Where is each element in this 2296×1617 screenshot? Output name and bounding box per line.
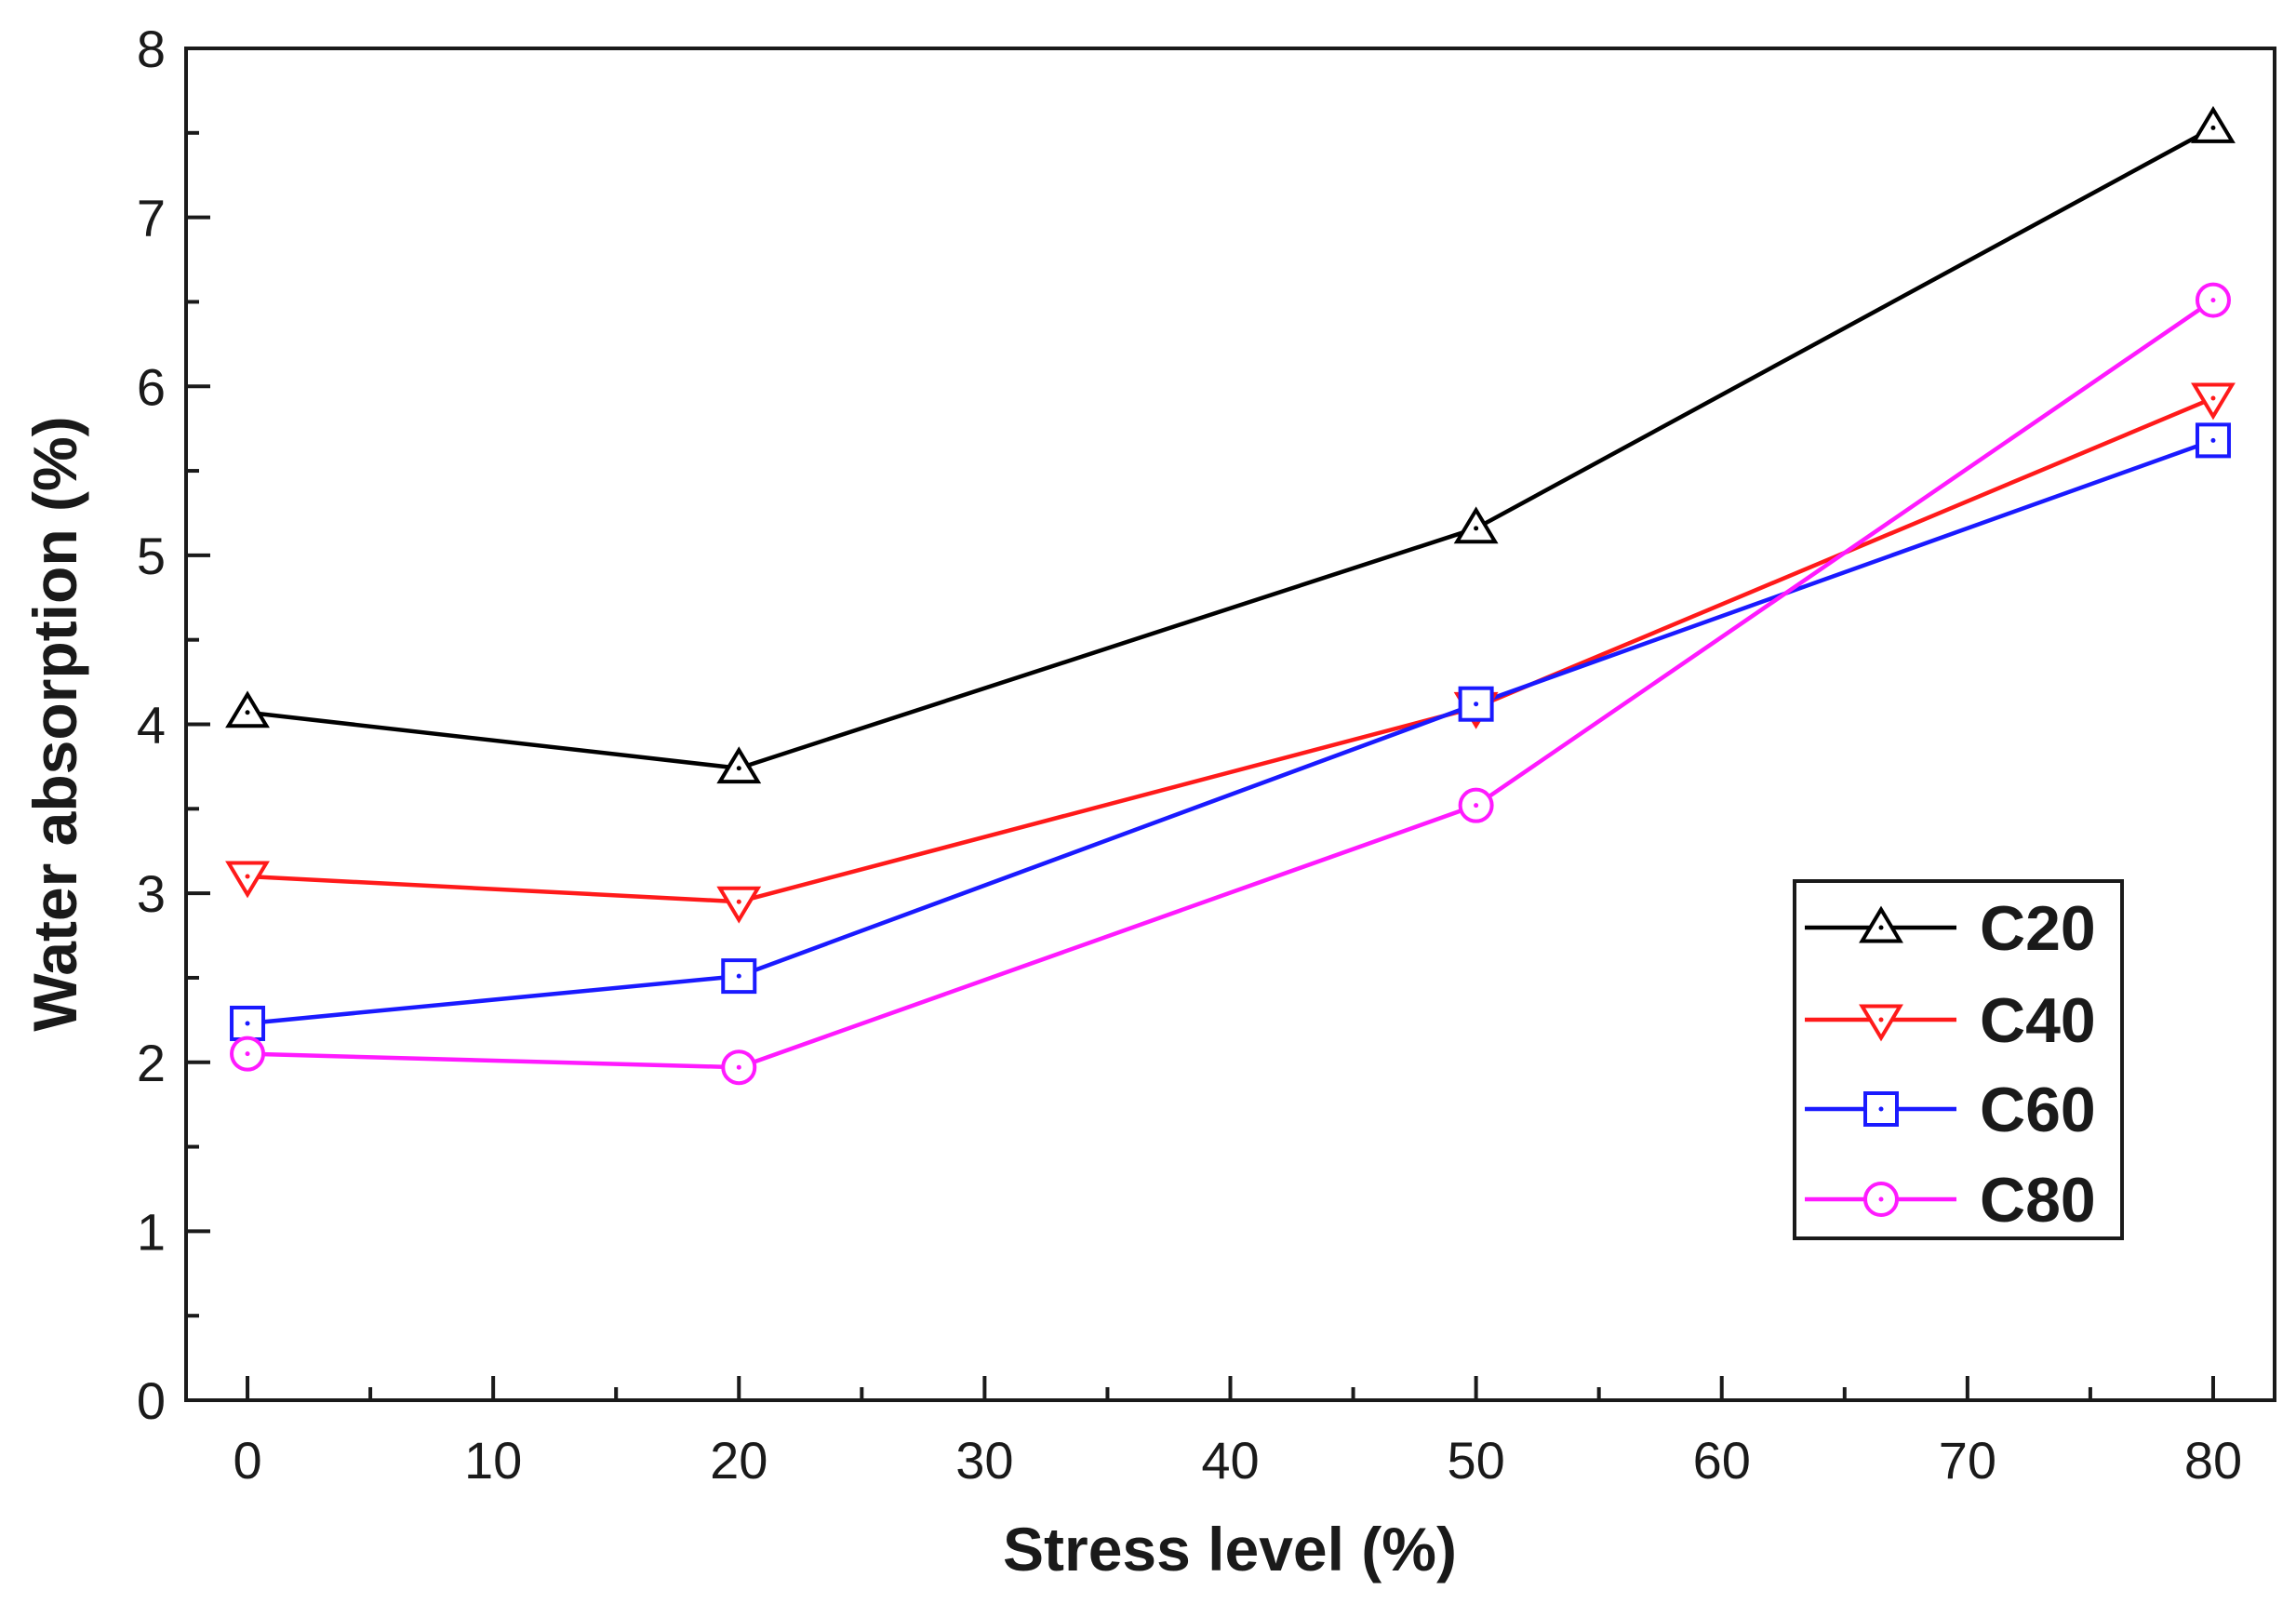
legend-marker-c80-dot: [1878, 1196, 1884, 1202]
data-point-c60-dot: [2210, 437, 2216, 443]
x-tick-label: 30: [955, 1431, 1013, 1490]
x-tick-label: 60: [1693, 1431, 1751, 1490]
legend: C20 C40 C60 C80: [1793, 879, 2124, 1240]
series-markers: [225, 105, 2236, 1086]
y-tick-label: 5: [137, 527, 166, 585]
legend-marker-c20: [1859, 905, 1903, 943]
y-tick-label: 8: [137, 20, 166, 78]
x-tick-label: 10: [464, 1431, 522, 1490]
data-point-c20-dot: [2210, 125, 2216, 130]
x-tick-label: 80: [2184, 1431, 2242, 1490]
data-point-c60: [721, 958, 757, 995]
legend-label-c80: C80: [1980, 1165, 2096, 1236]
x-tick-label: 50: [1447, 1431, 1504, 1490]
x-tick-label: 70: [1939, 1431, 1996, 1490]
data-point-c40: [225, 861, 270, 899]
data-point-c20: [225, 690, 270, 728]
data-point-c80-dot: [245, 1051, 250, 1057]
x-tick-label: 0: [233, 1431, 261, 1490]
data-point-c20-dot: [245, 710, 250, 715]
data-point-c40: [716, 886, 762, 924]
legend-marker-c40: [1859, 1004, 1903, 1042]
data-point-c20: [1453, 506, 1499, 544]
y-tick-label: 1: [137, 1202, 166, 1261]
data-point-c40-dot: [2210, 395, 2216, 401]
series-lines: [247, 126, 2215, 1070]
data-point-c60-dot: [245, 1021, 250, 1026]
data-point-c20-dot: [1474, 526, 1479, 531]
legend-marker-c20-dot: [1878, 925, 1884, 930]
data-point-c40-dot: [245, 874, 250, 879]
legend-label-c40: C40: [1980, 985, 2096, 1056]
data-point-c20-dot: [736, 766, 741, 771]
x-tick-label: 40: [1201, 1431, 1259, 1490]
data-point-c60-dot: [736, 973, 741, 979]
x-tick-label: 20: [710, 1431, 768, 1490]
y-tick-label: 7: [137, 189, 166, 247]
y-tick-label: 0: [137, 1371, 166, 1430]
series-line-c20: [247, 126, 2215, 770]
series-line-c60: [247, 438, 2214, 1026]
data-point-c80-dot: [2210, 298, 2216, 303]
legend-marker-c40-dot: [1878, 1017, 1884, 1022]
legend-box: [1793, 879, 2124, 1240]
data-point-c80-dot: [736, 1064, 741, 1070]
data-point-c60-dot: [1474, 702, 1479, 707]
y-tick-label: 3: [137, 864, 166, 923]
data-point-c20: [716, 746, 762, 784]
legend-marker-c60-dot: [1878, 1106, 1884, 1112]
x-axis: 0 10 20 30 40 50 60 70 80: [233, 1376, 2242, 1490]
data-point-c40-dot: [736, 899, 741, 904]
data-point-c40: [2191, 382, 2236, 421]
y-tick-label: 4: [137, 696, 166, 755]
y-tick-label: 2: [137, 1034, 166, 1092]
series-line-c80: [247, 298, 2215, 1070]
y-tick-label: 6: [137, 357, 166, 416]
x-axis-title: Stress level (%): [1003, 1515, 1457, 1584]
series-line-c40: [247, 395, 2214, 904]
data-point-c20: [2191, 105, 2236, 143]
y-axis-title: Water absorption (%): [20, 416, 89, 1031]
data-point-c80-dot: [1474, 803, 1479, 808]
legend-label-c20: C20: [1980, 893, 2096, 964]
y-axis: 0 1 2 3 4 5 6 7 8: [137, 20, 210, 1430]
legend-label-c60: C60: [1980, 1075, 2096, 1145]
